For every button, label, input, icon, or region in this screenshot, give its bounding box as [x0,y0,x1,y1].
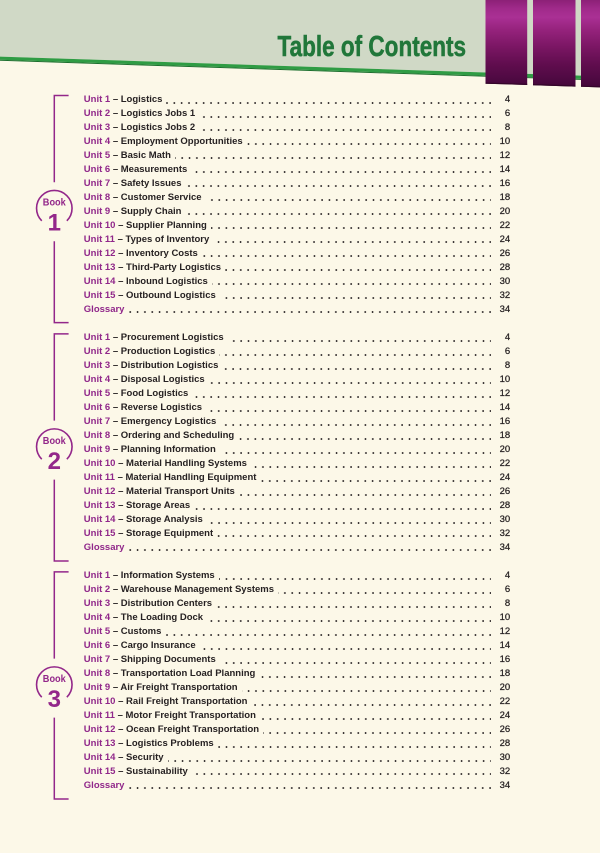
svg-text:3: 3 [48,686,61,713]
svg-text:1: 1 [48,210,61,237]
svg-text:2: 2 [48,448,61,475]
svg-text:Book: Book [43,198,66,209]
svg-text:Book: Book [43,436,66,447]
svg-text:Book: Book [43,674,66,685]
svg-text:Table of Contents: Table of Contents [278,31,467,63]
